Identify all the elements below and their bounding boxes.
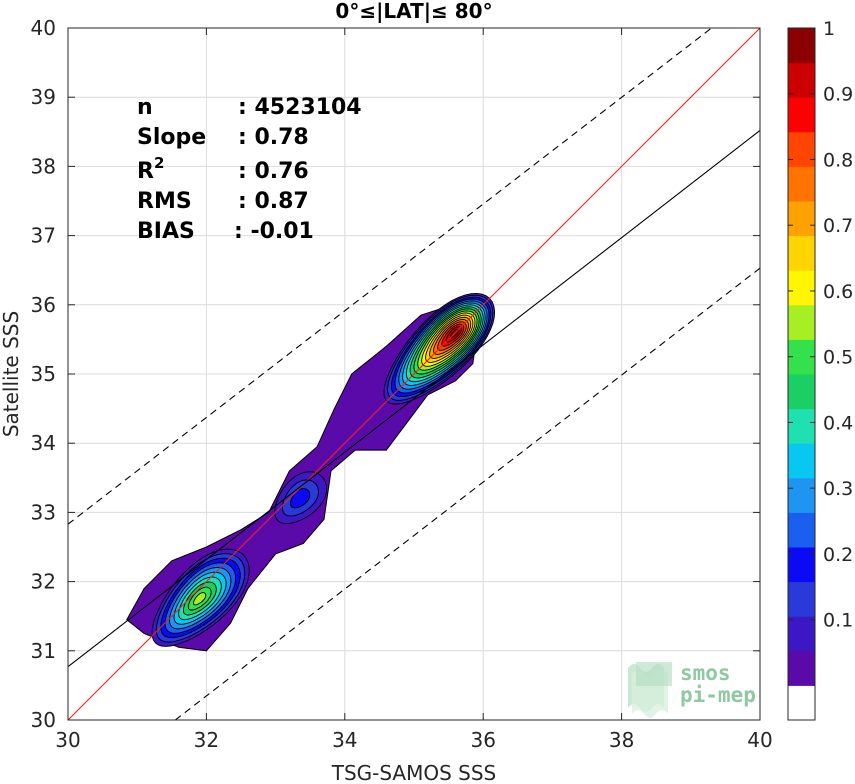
colorbar-segment xyxy=(788,62,815,98)
stat-superscript: 2 xyxy=(154,154,164,172)
y-tick-label: 34 xyxy=(31,431,56,455)
watermark-line1: smos xyxy=(680,661,731,685)
y-tick-label: 32 xyxy=(31,570,56,594)
colorbar-tick-label: 0.4 xyxy=(823,412,853,434)
colorbar-segment xyxy=(788,650,815,686)
regression-line xyxy=(68,129,760,668)
stat-value: : 4523104 xyxy=(238,95,362,120)
colorbar-segment xyxy=(788,97,815,133)
colorbar-segment xyxy=(788,477,815,513)
reference-lines xyxy=(68,28,760,720)
colorbar-tick-label: 0.6 xyxy=(823,281,853,303)
x-tick-label: 30 xyxy=(55,728,80,752)
y-tick-label: 38 xyxy=(31,154,56,178)
colorbar-tick-label: 1 xyxy=(823,18,835,40)
colorbar-tick-label: 0.9 xyxy=(823,84,853,106)
colorbar-tick-label: 0.5 xyxy=(823,347,853,369)
chart-title: 0°≤|LAT|≤ 80° xyxy=(335,0,492,23)
stat-label: RMS xyxy=(137,189,192,214)
y-tick-label: 39 xyxy=(31,85,56,109)
y-tick-label: 35 xyxy=(31,362,56,386)
colorbar-segment xyxy=(788,512,815,548)
colorbar-segment xyxy=(788,547,815,583)
watermark-line2: pi-mep xyxy=(680,683,756,707)
colorbar-tick-label: 0.7 xyxy=(823,215,853,237)
colorbar-tick-label: 0.8 xyxy=(823,149,853,171)
colorbar-segment xyxy=(788,28,815,64)
colorbar-segment xyxy=(788,685,815,721)
stat-label: Slope xyxy=(137,125,206,150)
x-tick-label: 32 xyxy=(194,728,219,752)
colorbar-segment xyxy=(788,408,815,444)
stat-label: R2 xyxy=(137,154,164,184)
colorbar-segment xyxy=(788,581,815,617)
x-tick-label: 38 xyxy=(609,728,634,752)
x-tick-label: 34 xyxy=(332,728,357,752)
upper-bound-line xyxy=(68,28,712,525)
stat-value: : -0.01 xyxy=(234,219,314,244)
colorbar-tick-label: 0.2 xyxy=(823,544,853,566)
identity-line xyxy=(68,28,760,720)
x-axis-ticks: 30 32 34 36 38 40 xyxy=(55,28,773,752)
x-tick-label: 36 xyxy=(470,728,495,752)
colorbar-frame xyxy=(787,27,816,721)
stat-value: : 0.76 xyxy=(238,159,309,184)
colorbar-tick-label: 0.3 xyxy=(823,478,853,500)
y-tick-label: 33 xyxy=(31,500,56,524)
stat-label: BIAS xyxy=(137,219,195,244)
colorbar: 0.1 0.2 0.3 0.4 0.5 0.6 0.7 0.8 0.9 1 xyxy=(787,18,853,721)
colorbar-segment xyxy=(788,374,815,410)
y-tick-label: 36 xyxy=(31,293,56,317)
y-tick-label: 30 xyxy=(31,708,56,732)
density-contours xyxy=(126,292,496,652)
colorbar-segment xyxy=(788,443,815,479)
x-tick-label: 40 xyxy=(747,728,772,752)
smos-pimep-watermark: smos pi-mep xyxy=(628,661,756,718)
colorbar-segment xyxy=(788,270,815,306)
colorbar-segment xyxy=(788,235,815,271)
y-axis-label: Satellite SSS xyxy=(0,311,23,437)
stat-value: : 0.87 xyxy=(238,189,309,214)
stat-value: : 0.78 xyxy=(238,125,309,150)
statistics-box: n : 4523104 Slope : 0.78 R2 : 0.76 RMS : 0.87 BI… xyxy=(137,95,362,244)
stat-label: n xyxy=(137,95,153,120)
colorbar-segment xyxy=(788,166,815,202)
colorbar-tick-label: 0.1 xyxy=(823,610,853,632)
lower-bound-line xyxy=(174,267,760,720)
logo-icon xyxy=(628,662,672,718)
colorbar-segment xyxy=(788,131,815,167)
y-tick-label: 37 xyxy=(31,224,56,248)
contour-level xyxy=(193,592,207,606)
y-tick-label: 31 xyxy=(31,639,56,663)
y-axis-ticks: 30 31 32 33 34 35 36 37 38 39 40 xyxy=(31,16,760,732)
y-tick-label: 40 xyxy=(31,16,56,40)
colorbar-segment xyxy=(788,201,815,237)
colorbar-segment xyxy=(788,616,815,652)
colorbar-segment xyxy=(788,304,815,340)
x-axis-label: TSG-SAMOS SSS xyxy=(331,761,497,784)
